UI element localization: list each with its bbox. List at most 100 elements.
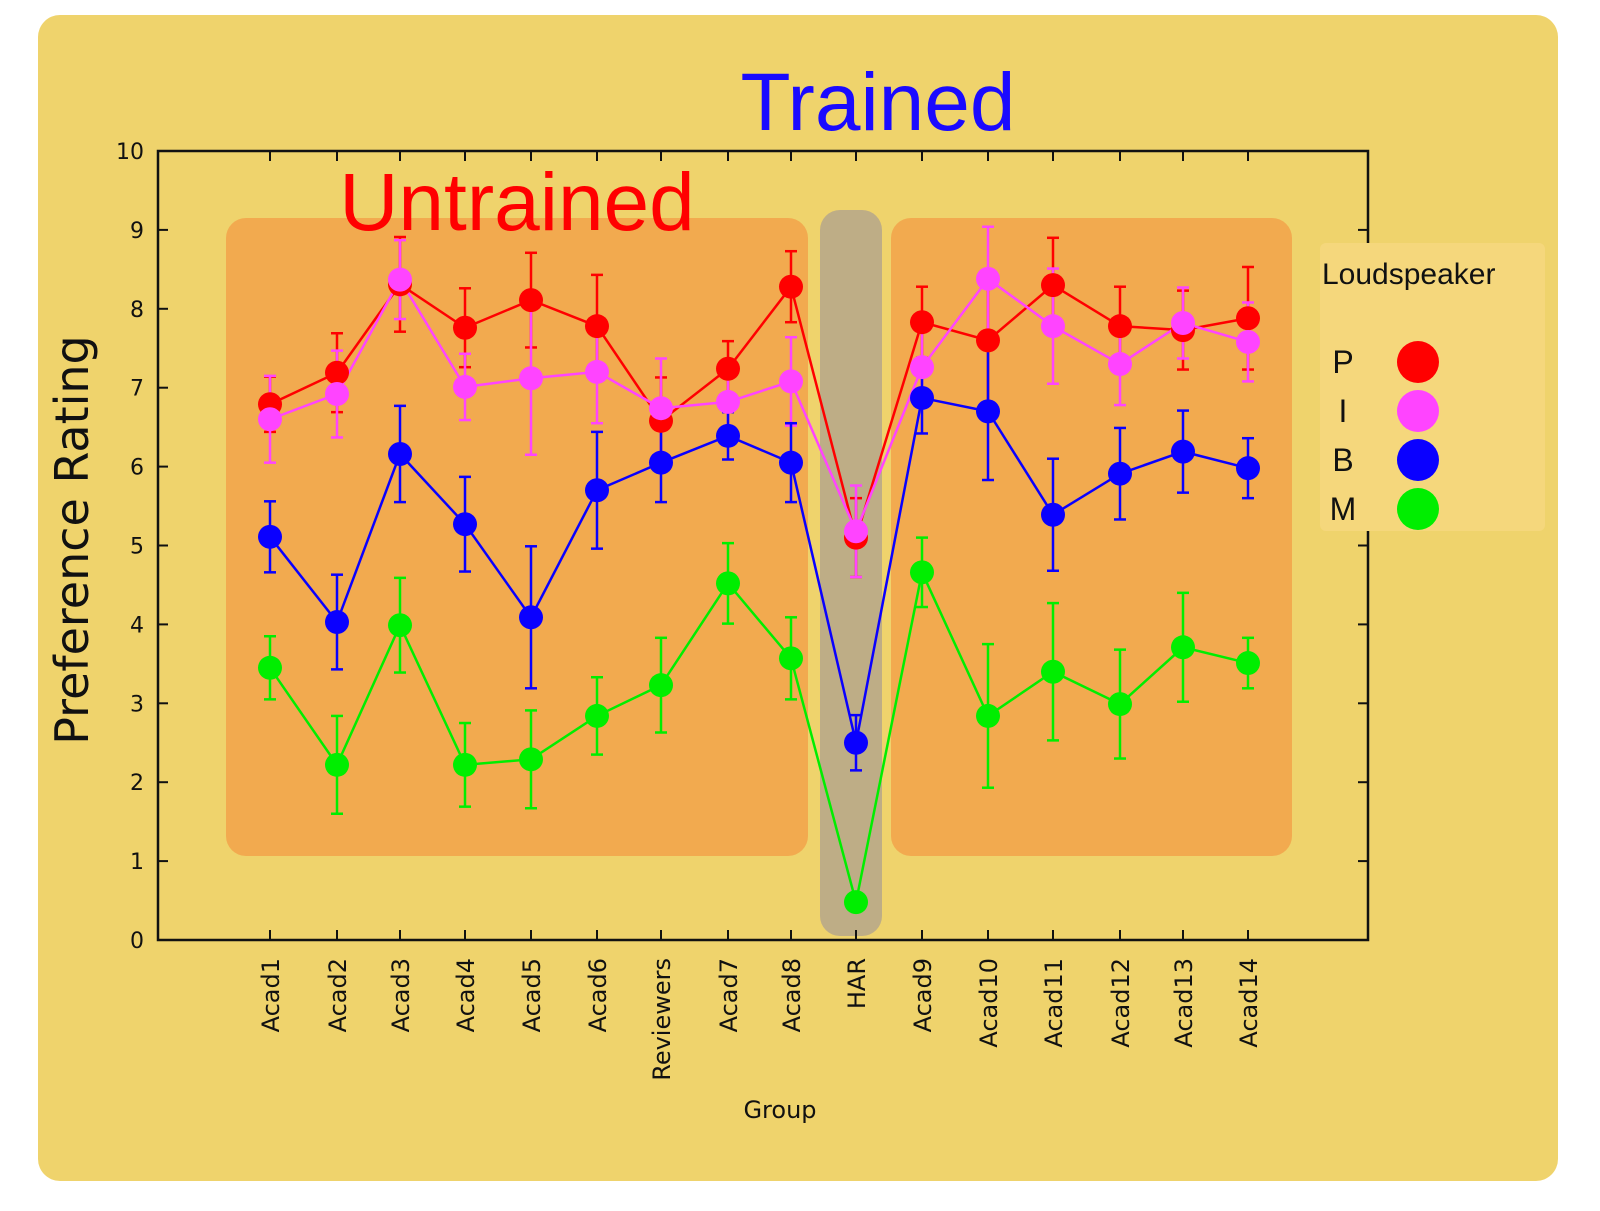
legend-marker-I xyxy=(1397,390,1439,432)
data-point-I xyxy=(1108,352,1132,377)
data-point-M xyxy=(1041,659,1065,684)
x-tick-label: Acad13 xyxy=(1170,958,1198,1048)
data-point-P xyxy=(453,315,477,340)
data-point-M xyxy=(325,752,349,777)
y-tick-label: 0 xyxy=(130,929,144,954)
x-tick-label: Acad2 xyxy=(324,958,352,1032)
x-tick-label: HAR xyxy=(843,958,871,1009)
data-point-P xyxy=(585,314,609,339)
data-point-P xyxy=(779,274,803,299)
untrained-title: Untrained xyxy=(339,157,695,248)
data-point-P xyxy=(1236,306,1260,331)
data-point-I xyxy=(388,267,412,292)
data-point-I xyxy=(779,369,803,394)
data-point-B xyxy=(910,385,934,410)
data-point-I xyxy=(649,396,673,421)
data-point-B xyxy=(1041,502,1065,527)
x-tick-label: Acad10 xyxy=(975,958,1003,1048)
data-point-B xyxy=(258,524,282,549)
x-tick-label: Acad1 xyxy=(257,958,285,1032)
data-point-B xyxy=(585,478,609,503)
data-point-B xyxy=(325,610,349,635)
x-tick-label: Acad9 xyxy=(909,958,937,1032)
data-point-P xyxy=(325,360,349,385)
data-point-I xyxy=(325,382,349,407)
x-tick-label: Acad12 xyxy=(1107,958,1135,1048)
data-point-M xyxy=(453,752,477,777)
x-axis-label: Group xyxy=(743,1096,816,1124)
data-point-B xyxy=(844,730,868,755)
x-tick-label: Acad3 xyxy=(387,958,415,1032)
data-point-M xyxy=(1236,651,1260,676)
data-point-M xyxy=(1171,635,1195,660)
data-point-M xyxy=(519,747,543,772)
series-line-P xyxy=(269,282,1249,543)
data-point-I xyxy=(453,374,477,399)
legend-marker-M xyxy=(1397,488,1439,530)
data-point-B xyxy=(453,512,477,537)
x-tick-label: Acad5 xyxy=(518,958,546,1032)
data-point-M xyxy=(779,646,803,671)
data-point-M xyxy=(1108,692,1132,717)
data-point-I xyxy=(1236,329,1260,354)
data-point-M xyxy=(976,703,1000,728)
data-point-M xyxy=(258,655,282,680)
data-point-I xyxy=(585,359,609,384)
data-point-M xyxy=(716,571,740,596)
legend-marker-B xyxy=(1397,439,1439,481)
data-point-B xyxy=(716,423,740,448)
data-point-B xyxy=(779,450,803,475)
series-line-M xyxy=(268,568,1249,903)
data-point-B xyxy=(976,399,1000,424)
untrained-region-right xyxy=(891,218,1292,856)
legend-box xyxy=(1320,243,1545,531)
x-tick-label: Acad14 xyxy=(1235,958,1263,1048)
y-axis-label: Preference Rating xyxy=(45,335,99,745)
data-point-B xyxy=(1236,456,1260,481)
legend-label-I: I xyxy=(1339,393,1348,429)
x-tick-label: Acad8 xyxy=(778,958,806,1032)
data-point-M xyxy=(844,890,868,915)
data-point-P xyxy=(716,356,740,381)
x-tick-label: Acad7 xyxy=(715,958,743,1032)
data-point-I xyxy=(258,407,282,432)
data-point-I xyxy=(1171,311,1195,336)
y-tick-label: 4 xyxy=(130,613,144,638)
data-point-I xyxy=(910,355,934,380)
data-point-P xyxy=(976,328,1000,353)
data-point-P xyxy=(519,288,543,313)
data-point-P xyxy=(910,310,934,335)
x-tick-label: Acad6 xyxy=(584,958,612,1032)
data-point-I xyxy=(976,266,1000,291)
data-point-P xyxy=(1041,273,1065,298)
y-tick-label: 8 xyxy=(130,298,144,323)
series-line-B xyxy=(269,396,1249,744)
legend-label-P: P xyxy=(1332,344,1353,380)
y-tick-label: 7 xyxy=(130,377,144,402)
legend-label-B: B xyxy=(1332,442,1353,478)
data-point-B xyxy=(1171,439,1195,464)
y-tick-label: 9 xyxy=(130,219,144,244)
data-point-M xyxy=(649,673,673,698)
data-point-I xyxy=(844,519,868,544)
data-point-M xyxy=(388,613,412,638)
legend-marker-P xyxy=(1397,341,1439,383)
x-tick-label: Reviewers xyxy=(648,958,676,1081)
data-point-P xyxy=(1108,314,1132,339)
y-tick-label: 10 xyxy=(116,140,144,165)
y-tick-label: 5 xyxy=(130,535,144,560)
trained-region xyxy=(820,210,882,936)
data-point-B xyxy=(519,605,543,630)
y-tick-label: 3 xyxy=(130,692,144,717)
x-tick-label: Acad4 xyxy=(452,958,480,1032)
y-tick-label: 6 xyxy=(130,456,144,481)
data-point-M xyxy=(910,560,934,585)
x-tick-label: Acad11 xyxy=(1040,958,1068,1048)
legend-title: Loudspeaker xyxy=(1322,258,1495,291)
series-line-I xyxy=(269,277,1249,535)
data-point-B xyxy=(1108,461,1132,486)
trained-title: Trained xyxy=(741,57,1016,148)
legend-label-M: M xyxy=(1330,491,1357,527)
data-point-I xyxy=(1041,314,1065,339)
